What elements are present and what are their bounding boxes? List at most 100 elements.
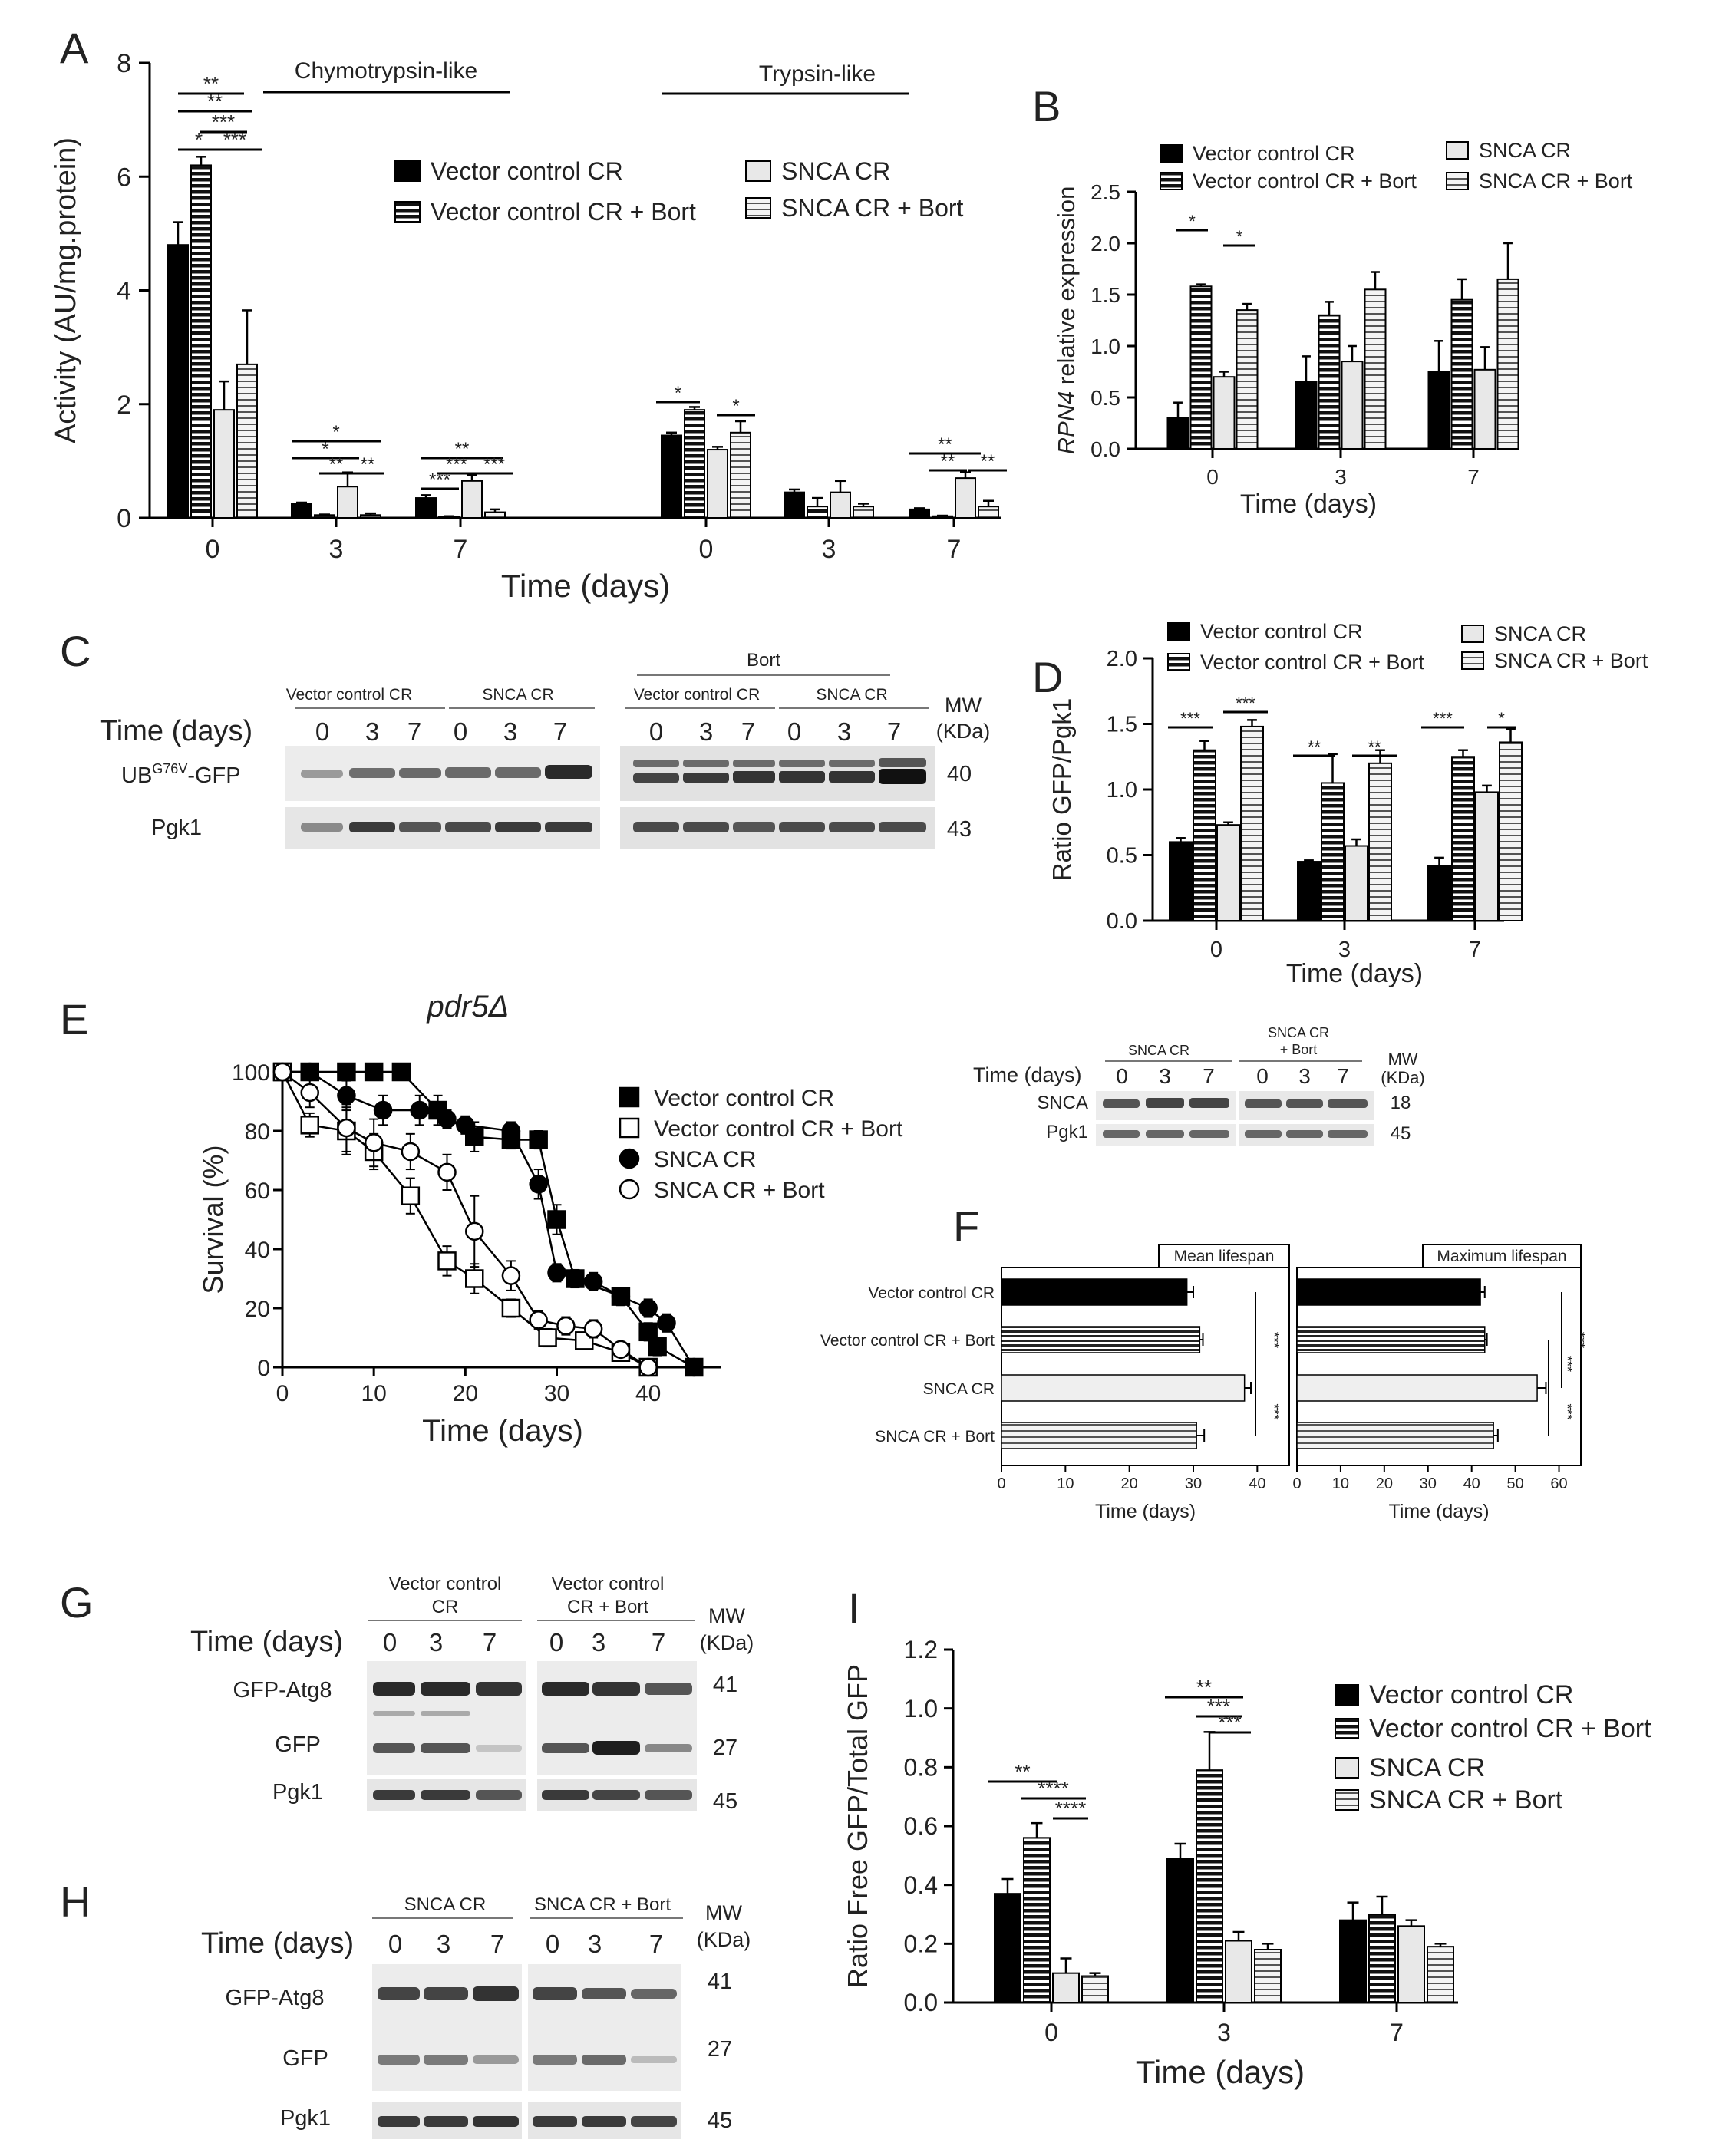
blot-g-mw-value: 41	[713, 1673, 737, 1697]
bar	[1341, 361, 1364, 450]
panel-letter-b: B	[1032, 82, 1061, 130]
significance-label: *	[732, 396, 739, 417]
chart-title: pdr5Δ	[427, 990, 510, 1024]
bar	[461, 480, 483, 519]
legend-swatch	[1160, 144, 1183, 163]
x-axis-label: Time (days)	[1095, 1501, 1196, 1522]
blot-c-group-label: Vector control CR	[634, 686, 761, 704]
data-point	[547, 1263, 566, 1283]
legend-swatch	[394, 201, 421, 223]
data-point	[583, 1272, 603, 1291]
blot-g-time-label: Time (days)	[190, 1626, 343, 1658]
subplot-title-box	[1422, 1244, 1582, 1268]
blot-g-mw: MW	[708, 1604, 745, 1627]
blot-c-time: 0	[454, 717, 467, 746]
data-point	[337, 1086, 356, 1106]
legend-label: Vector control CR + Bort	[1200, 651, 1424, 674]
x-tick-label: 40	[1463, 1475, 1480, 1492]
bar	[484, 511, 506, 519]
legend-swatch	[745, 160, 771, 182]
blot-c-time: 7	[741, 717, 755, 746]
blot-h-mw-value: 41	[708, 1970, 732, 1994]
x-tick-label: 20	[1121, 1475, 1138, 1492]
blot-h: SNCA CR SNCA CR + Bort MW (KDa) Time (da…	[201, 1894, 751, 2139]
significance-label: **	[938, 434, 952, 455]
x-tick-label: 30	[1420, 1475, 1437, 1492]
bar	[1368, 762, 1392, 921]
bar	[1166, 417, 1189, 450]
x-tick-label: 7	[1467, 465, 1480, 489]
blot-h-group-label: SNCA CR + Bort	[534, 1894, 671, 1915]
blot-e-time: 0	[1116, 1064, 1128, 1088]
legend-swatch	[1335, 1757, 1359, 1779]
significance-label: ***	[212, 110, 235, 134]
significance-label: ***	[1218, 1711, 1241, 1734]
panel-letter-i: I	[848, 1584, 860, 1632]
legend-swatch	[1446, 141, 1469, 160]
blot-g-kda: (KDa)	[700, 1631, 754, 1654]
y-tick-label: 0.0	[904, 1989, 938, 2016]
blot-c-time: 0	[787, 717, 801, 746]
blot-c-time: 3	[699, 717, 713, 746]
blot-c: Bort Vector control CR SNCA CR Vector co…	[100, 650, 990, 849]
legend-swatch	[1160, 172, 1183, 190]
bar	[1189, 285, 1213, 450]
category-label: SNCA CR	[923, 1380, 995, 1398]
y-tick-label: 1.0	[904, 1695, 938, 1722]
significance-label: ***	[483, 454, 505, 475]
legend-swatch	[1167, 622, 1190, 641]
x-axis-label: Time (days)	[1388, 1501, 1489, 1522]
legend-label: Vector control CR + Bort	[431, 198, 696, 226]
blot-e-time: 0	[1256, 1064, 1269, 1088]
y-axis-label: Ratio Free GFP/Total GFP	[842, 1664, 873, 1988]
x-tick-label: 7	[1469, 938, 1481, 962]
data-point	[300, 1083, 319, 1103]
data-point	[538, 1328, 557, 1347]
y-tick-label: 1.5	[1090, 283, 1120, 307]
y-tick-label: 0.2	[904, 1930, 938, 1958]
data-point	[272, 1062, 292, 1082]
bar	[1339, 1919, 1367, 2004]
legend-label: Vector control CR	[1200, 620, 1363, 643]
y-tick-label: 2.0	[1107, 647, 1137, 671]
x-tick-label: 7	[1390, 2019, 1404, 2046]
bar	[730, 431, 751, 519]
legend-label: SNCA CR	[781, 157, 890, 185]
y-tick-label: 1.0	[1107, 778, 1137, 803]
y-tick-label: 100	[232, 1060, 270, 1086]
y-tick-label: 0.0	[1107, 909, 1137, 934]
legend-label: Vector control CR + Bort	[1369, 1714, 1651, 1743]
data-point	[437, 1251, 457, 1271]
blot-c-bands	[301, 758, 926, 832]
data-point	[465, 1269, 484, 1288]
blot-h-time: 7	[490, 1930, 504, 1958]
significance-label: ****	[1038, 1777, 1068, 1800]
y-tick-label: 0.8	[904, 1754, 938, 1782]
chart-f-lifespan: Vector control CR Vector control CR + Bor…	[820, 1244, 1588, 1522]
significance-label: **	[329, 454, 344, 475]
bar	[1496, 278, 1519, 450]
x-axis-label: Time (days)	[422, 1414, 583, 1448]
bar	[1081, 1975, 1109, 2003]
bar	[707, 449, 728, 519]
data-point	[556, 1316, 576, 1336]
subplot-title: Mean lifespan	[1174, 1248, 1275, 1265]
bar	[1450, 298, 1473, 450]
blot-g-time: 3	[429, 1628, 443, 1657]
legend-swatch	[1335, 1684, 1359, 1706]
bar	[1475, 791, 1499, 922]
blot-g-group-label: Vector control	[552, 1574, 665, 1594]
data-point	[529, 1310, 548, 1330]
y-tick-label: 1.2	[904, 1636, 938, 1663]
blot-e-group-label: SNCA CR	[1128, 1043, 1189, 1058]
data-point	[648, 1337, 667, 1357]
bar	[190, 164, 212, 519]
bar	[994, 1893, 1021, 2004]
y-tick-label: 8	[117, 49, 131, 78]
data-point	[547, 1210, 566, 1229]
legend-label: SNCA CR	[1494, 622, 1586, 645]
y-tick-label: 60	[245, 1179, 270, 1204]
data-point	[529, 1175, 548, 1194]
series-line	[282, 1070, 695, 1369]
